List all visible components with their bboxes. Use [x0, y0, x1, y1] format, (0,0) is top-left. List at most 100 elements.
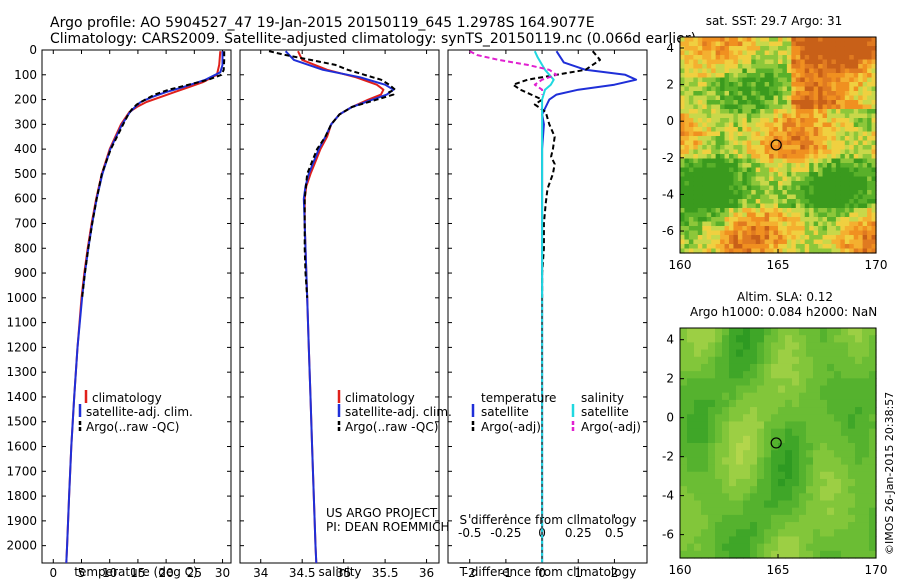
sla-cell — [764, 414, 772, 423]
sla-cell — [778, 478, 786, 487]
sla-cell — [806, 443, 814, 451]
sla-cell — [736, 328, 744, 336]
sla-cell — [834, 356, 842, 365]
y-tick-label: 600 — [14, 192, 37, 206]
sst-cell — [688, 167, 694, 173]
sla-cell — [855, 536, 863, 545]
sla-cell — [820, 428, 828, 437]
sla-cell — [792, 349, 800, 358]
sst-cell — [867, 104, 873, 110]
sst-cell — [791, 185, 797, 191]
sla-cell — [680, 529, 688, 538]
sst-cell — [827, 212, 833, 218]
sla-cell — [848, 550, 856, 559]
sla-cell — [694, 493, 702, 502]
sla-cell — [680, 328, 688, 336]
sla-cell — [813, 478, 821, 487]
sst-cell — [737, 235, 743, 241]
sst-cell — [867, 217, 873, 223]
sst-cell — [746, 176, 752, 182]
sst-cell — [760, 91, 766, 97]
sst-cell — [795, 95, 801, 101]
sst-cell — [769, 248, 775, 254]
sst-cell — [782, 113, 788, 119]
sst-cell — [688, 235, 694, 241]
sst-cell — [853, 230, 859, 236]
y-tick-label: 1400 — [6, 390, 37, 404]
sla-cell — [855, 464, 863, 473]
sla-cell — [785, 522, 793, 530]
sla-cell — [862, 507, 870, 516]
sst-cell — [795, 41, 801, 47]
sst-cell — [693, 154, 699, 160]
x-tick-label: 5 — [78, 566, 86, 580]
sst-cell — [858, 149, 864, 155]
sst-cell — [849, 46, 855, 52]
sst-cell — [849, 163, 855, 169]
sla-cell — [771, 507, 779, 516]
sst-cell — [827, 95, 833, 101]
sla-cell — [813, 450, 821, 458]
sst-cell — [827, 46, 833, 52]
sst-cell — [782, 46, 788, 52]
sst-cell — [742, 122, 748, 128]
sla-cell — [841, 378, 849, 387]
sst-cell — [737, 59, 743, 65]
sla-cell — [722, 514, 730, 523]
sst-cell — [751, 172, 757, 178]
sst-cell — [800, 104, 806, 110]
sst-cell — [711, 59, 717, 65]
sst-cell — [818, 91, 824, 97]
sla-cell — [750, 392, 758, 401]
sst-cell — [840, 127, 846, 133]
sst-cell — [818, 158, 824, 164]
sst-cell — [782, 41, 788, 47]
sst-cell — [831, 86, 837, 92]
y-tick-label: 100 — [14, 68, 37, 82]
sst-cell — [724, 190, 730, 196]
sla-cell — [820, 550, 828, 559]
sst-cell — [844, 163, 850, 169]
sla-cell — [680, 514, 688, 523]
sst-cell — [818, 181, 824, 187]
sst-cell — [809, 77, 815, 83]
sla-cell — [694, 471, 702, 480]
sst-cell — [697, 86, 703, 92]
sst-cell — [680, 149, 686, 155]
sla-cell — [813, 536, 821, 545]
sst-cell — [835, 109, 841, 115]
sst-cell — [702, 109, 708, 115]
sla-cell — [743, 407, 751, 415]
sst-cell — [804, 203, 810, 209]
sst-cell — [782, 50, 788, 56]
sla-cell — [764, 486, 772, 494]
sst-cell — [737, 158, 743, 164]
sst-cell — [720, 145, 726, 151]
sst-cell — [733, 131, 739, 137]
sla-cell — [743, 514, 751, 523]
sla-cell — [708, 335, 716, 343]
sst-cell — [693, 230, 699, 236]
sla-cell — [869, 335, 877, 343]
sst-cell — [840, 122, 846, 128]
sst-cell — [688, 194, 694, 200]
sst-cell — [773, 221, 779, 227]
sst-cell — [769, 230, 775, 236]
sst-cell — [688, 185, 694, 191]
sla-cell — [764, 407, 772, 415]
sst-cell — [867, 203, 873, 209]
sst-cell — [751, 127, 757, 133]
sla-cell — [827, 342, 835, 351]
sst-cell — [786, 163, 792, 169]
sst-cell — [769, 127, 775, 133]
sst-cell — [769, 149, 775, 155]
sst-cell — [853, 140, 859, 146]
sst-cell — [844, 226, 850, 232]
sst-cell — [840, 73, 846, 79]
sst-cell — [818, 203, 824, 209]
sst-cell — [720, 82, 726, 88]
sst-cell — [831, 64, 837, 70]
sla-cell — [694, 356, 702, 365]
sst-cell — [751, 185, 757, 191]
sst-cell — [680, 167, 686, 173]
